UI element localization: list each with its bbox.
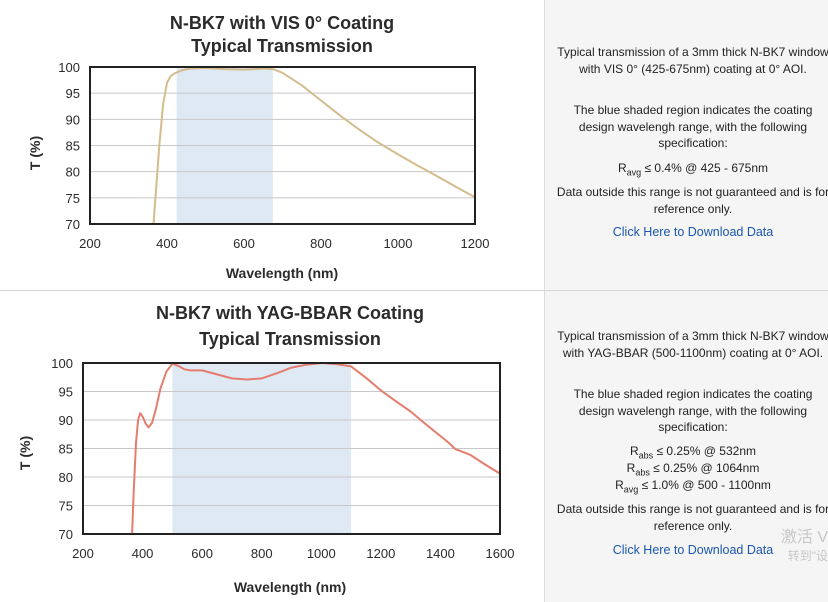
spec-line: Rabs ≤ 0.25% @ 1064nm — [626, 461, 760, 478]
x-tick-label: 1200 — [366, 546, 395, 561]
chart-cell-2: N-BK7 with YAG-BBAR Coating Typical Trans… — [0, 291, 544, 602]
y-tick-label: 70 — [66, 217, 80, 232]
y-axis-label: T (%) — [17, 436, 33, 470]
spec-line: Ravg ≤ 1.0% @ 500 - 1100nm — [615, 478, 771, 495]
chart-row-1: N-BK7 with VIS 0° Coating Typical Transmi… — [0, 0, 828, 291]
x-tick-label: 1200 — [461, 236, 490, 251]
download-data-link[interactable]: Click Here to Download Data — [612, 543, 774, 557]
x-tick-label: 200 — [72, 546, 94, 561]
chart-title: N-BK7 with VIS 0° Coating — [170, 13, 394, 33]
y-tick-label: 70 — [59, 527, 73, 542]
chart-subtitle: Typical Transmission — [199, 329, 381, 349]
transmission-curve — [152, 67, 475, 224]
x-axis-label: Wavelength (nm) — [234, 579, 346, 595]
y-tick-label: 90 — [59, 413, 73, 428]
chart-title: N-BK7 with YAG-BBAR Coating — [156, 303, 424, 323]
chart-row-2: N-BK7 with YAG-BBAR Coating Typical Trans… — [0, 291, 828, 602]
y-tick-label: 95 — [59, 385, 73, 400]
x-tick-label: 1600 — [486, 546, 515, 561]
y-axis-label: T (%) — [27, 136, 43, 170]
y-tick-label: 75 — [66, 191, 80, 206]
description-shading-note: The blue shaded region indicates the coa… — [573, 103, 813, 150]
x-tick-label: 1000 — [307, 546, 336, 561]
description-disclaimer: Data outside this range is not guarantee… — [556, 185, 828, 216]
y-tick-label: 75 — [59, 499, 73, 514]
y-tick-label: 100 — [58, 60, 80, 75]
x-axis-label: Wavelength (nm) — [226, 265, 338, 281]
description-intro: Typical transmission of a 3mm thick N-BK… — [557, 45, 828, 76]
x-tick-label: 1000 — [384, 236, 413, 251]
activation-watermark: 激活 V — [780, 529, 828, 546]
x-tick-label: 400 — [156, 236, 178, 251]
activation-watermark-sub: 转到"设 — [787, 549, 828, 563]
x-tick-label: 600 — [191, 546, 213, 561]
spec-line: Ravg ≤ 0.4% @ 425 - 675nm — [617, 161, 769, 178]
transmission-chart-vis: N-BK7 with VIS 0° Coating Typical Transmi… — [27, 13, 490, 281]
plot-frame — [89, 66, 476, 225]
description-disclaimer: Data outside this range is not guarantee… — [556, 502, 828, 533]
description-cell-2: Typical transmission of a 3mm thick N-BK… — [544, 291, 828, 602]
y-tick-label: 85 — [59, 442, 73, 457]
x-tick-label: 800 — [251, 546, 273, 561]
y-tick-label: 100 — [51, 356, 73, 371]
description-intro: Typical transmission of a 3mm thick N-BK… — [557, 329, 828, 360]
chart-cell-1: N-BK7 with VIS 0° Coating Typical Transmi… — [0, 0, 544, 290]
y-tick-label: 90 — [66, 112, 80, 127]
x-tick-label: 800 — [310, 236, 332, 251]
y-tick-label: 80 — [59, 470, 73, 485]
x-tick-label: 400 — [132, 546, 154, 561]
x-tick-label: 200 — [79, 236, 101, 251]
x-tick-label: 600 — [233, 236, 255, 251]
chart-subtitle: Typical Transmission — [191, 36, 373, 56]
y-tick-label: 95 — [66, 86, 80, 101]
y-tick-label: 80 — [66, 165, 80, 180]
x-tick-label: 1400 — [426, 546, 455, 561]
transmission-chart-yag: N-BK7 with YAG-BBAR Coating Typical Trans… — [17, 303, 515, 595]
description-shading-note: The blue shaded region indicates the coa… — [573, 387, 813, 434]
y-tick-label: 85 — [66, 139, 80, 154]
transmission-curve — [131, 362, 500, 534]
plot-frame — [82, 362, 501, 535]
spec-line: Rabs ≤ 0.25% @ 532nm — [629, 444, 756, 461]
description-cell-1: Typical transmission of a 3mm thick N-BK… — [544, 0, 828, 290]
download-data-link[interactable]: Click Here to Download Data — [612, 225, 774, 239]
